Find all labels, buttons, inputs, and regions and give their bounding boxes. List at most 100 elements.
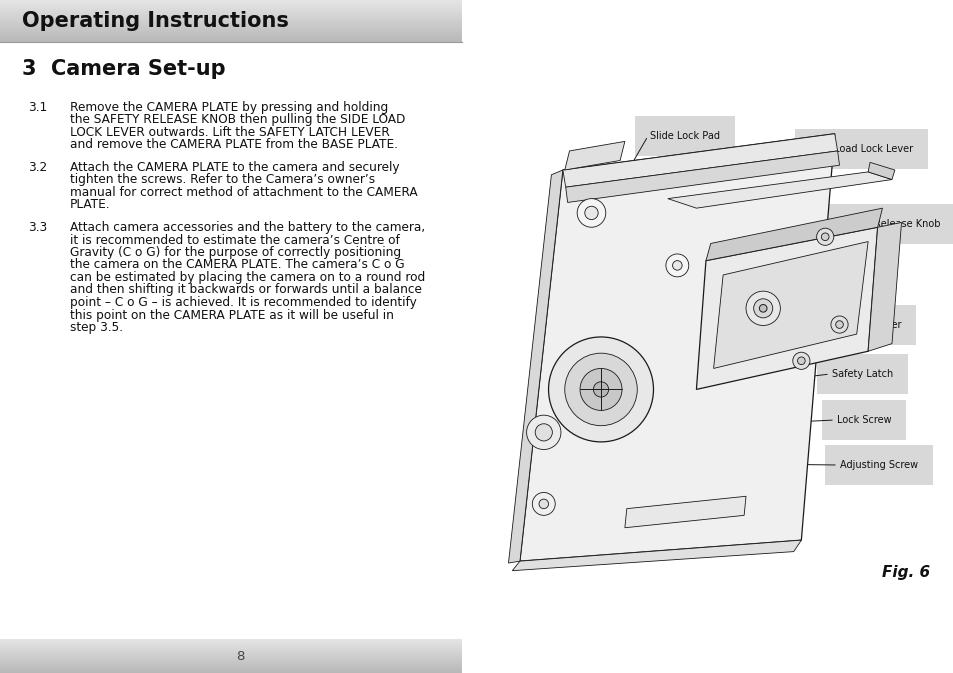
Bar bbox=[0, 640, 461, 641]
Bar bbox=[0, 18, 461, 19]
Circle shape bbox=[584, 206, 598, 219]
Bar bbox=[0, 0, 461, 1]
Bar bbox=[0, 641, 461, 642]
Text: Adjusting Screw: Adjusting Screw bbox=[840, 460, 917, 470]
Text: the SAFETY RELEASE KNOB then pulling the SIDE LOAD: the SAFETY RELEASE KNOB then pulling the… bbox=[70, 114, 405, 127]
Bar bbox=[0, 649, 461, 650]
Text: point – C o G – is achieved. It is recommended to identify: point – C o G – is achieved. It is recom… bbox=[70, 296, 416, 309]
Bar bbox=[0, 20, 461, 21]
Text: can be estimated by placing the camera on to a round rod: can be estimated by placing the camera o… bbox=[70, 271, 425, 284]
Bar bbox=[0, 28, 461, 29]
Bar bbox=[0, 35, 461, 36]
Circle shape bbox=[665, 254, 688, 277]
Text: the camera on the CAMERA PLATE. The camera’s C o G: the camera on the CAMERA PLATE. The came… bbox=[70, 258, 404, 271]
Text: 8: 8 bbox=[235, 649, 244, 662]
Bar bbox=[0, 5, 461, 6]
Text: 3.2: 3.2 bbox=[28, 161, 48, 174]
Text: tighten the screws. Refer to the Camera’s owner’s: tighten the screws. Refer to the Camera’… bbox=[70, 174, 375, 186]
Bar bbox=[0, 8, 461, 9]
Bar bbox=[0, 660, 461, 661]
Bar bbox=[0, 37, 461, 38]
Bar bbox=[0, 645, 461, 646]
Bar bbox=[0, 646, 461, 647]
Bar bbox=[0, 1, 461, 2]
Text: this point on the CAMERA PLATE as it will be useful in: this point on the CAMERA PLATE as it wil… bbox=[70, 308, 394, 322]
Bar bbox=[0, 661, 461, 662]
Text: Remove the CAMERA PLATE by pressing and holding: Remove the CAMERA PLATE by pressing and … bbox=[70, 101, 388, 114]
Bar bbox=[0, 19, 461, 20]
Bar bbox=[0, 668, 461, 669]
Bar bbox=[0, 7, 461, 8]
Bar bbox=[0, 24, 461, 25]
Bar bbox=[0, 648, 461, 649]
Text: Side Load Lock Lever: Side Load Lock Lever bbox=[809, 144, 912, 154]
Polygon shape bbox=[562, 134, 837, 187]
Bar bbox=[0, 17, 461, 18]
Bar bbox=[0, 3, 461, 4]
Circle shape bbox=[577, 199, 605, 227]
Polygon shape bbox=[667, 172, 891, 208]
Bar bbox=[0, 4, 461, 5]
Bar bbox=[0, 25, 461, 26]
Bar bbox=[0, 30, 461, 31]
Bar bbox=[0, 643, 461, 644]
Bar bbox=[0, 659, 461, 660]
Text: step 3.5.: step 3.5. bbox=[70, 321, 123, 334]
Text: PLATE.: PLATE. bbox=[70, 199, 111, 211]
Bar bbox=[0, 10, 461, 11]
Circle shape bbox=[538, 499, 548, 509]
Bar bbox=[0, 655, 461, 656]
Polygon shape bbox=[624, 496, 745, 528]
Bar bbox=[0, 38, 461, 39]
Bar bbox=[0, 26, 461, 27]
Bar bbox=[0, 29, 461, 30]
Circle shape bbox=[548, 337, 653, 442]
Bar bbox=[0, 662, 461, 663]
Bar bbox=[0, 34, 461, 35]
Polygon shape bbox=[867, 162, 894, 180]
Circle shape bbox=[797, 357, 804, 365]
Circle shape bbox=[526, 415, 560, 450]
Text: 3.1: 3.1 bbox=[28, 101, 48, 114]
Polygon shape bbox=[512, 540, 801, 571]
Bar bbox=[0, 41, 461, 42]
Text: Gravity (C o G) for the purpose of correctly positioning: Gravity (C o G) for the purpose of corre… bbox=[70, 246, 400, 259]
Circle shape bbox=[792, 352, 809, 369]
Bar bbox=[0, 650, 461, 651]
Bar bbox=[0, 15, 461, 16]
Bar bbox=[0, 12, 461, 13]
Text: Fig. 6: Fig. 6 bbox=[881, 565, 929, 581]
Bar bbox=[0, 32, 461, 33]
Bar bbox=[0, 665, 461, 666]
Polygon shape bbox=[713, 242, 867, 368]
Bar bbox=[0, 666, 461, 667]
Bar bbox=[0, 652, 461, 653]
Circle shape bbox=[672, 260, 681, 270]
Bar bbox=[0, 16, 461, 17]
Bar bbox=[0, 663, 461, 664]
Circle shape bbox=[753, 299, 772, 318]
Circle shape bbox=[830, 316, 847, 333]
Bar bbox=[0, 39, 461, 40]
Polygon shape bbox=[564, 141, 624, 170]
Circle shape bbox=[532, 493, 555, 516]
Circle shape bbox=[593, 382, 608, 397]
Text: Operating Instructions: Operating Instructions bbox=[22, 11, 289, 31]
Circle shape bbox=[564, 353, 637, 426]
Bar bbox=[0, 22, 461, 23]
Bar bbox=[0, 657, 461, 658]
Bar bbox=[0, 653, 461, 654]
Bar bbox=[0, 644, 461, 645]
Bar bbox=[0, 671, 461, 672]
Circle shape bbox=[745, 291, 780, 326]
Bar bbox=[0, 36, 461, 37]
Bar bbox=[461, 0, 953, 42]
Text: Slide Lock Pad: Slide Lock Pad bbox=[649, 131, 720, 141]
Text: Attach the CAMERA PLATE to the camera and securely: Attach the CAMERA PLATE to the camera an… bbox=[70, 161, 399, 174]
Polygon shape bbox=[705, 208, 882, 260]
Circle shape bbox=[821, 233, 828, 240]
Bar bbox=[0, 669, 461, 670]
Bar bbox=[0, 672, 461, 673]
Text: Safety Latch Lever: Safety Latch Lever bbox=[809, 320, 901, 330]
Bar bbox=[0, 11, 461, 12]
